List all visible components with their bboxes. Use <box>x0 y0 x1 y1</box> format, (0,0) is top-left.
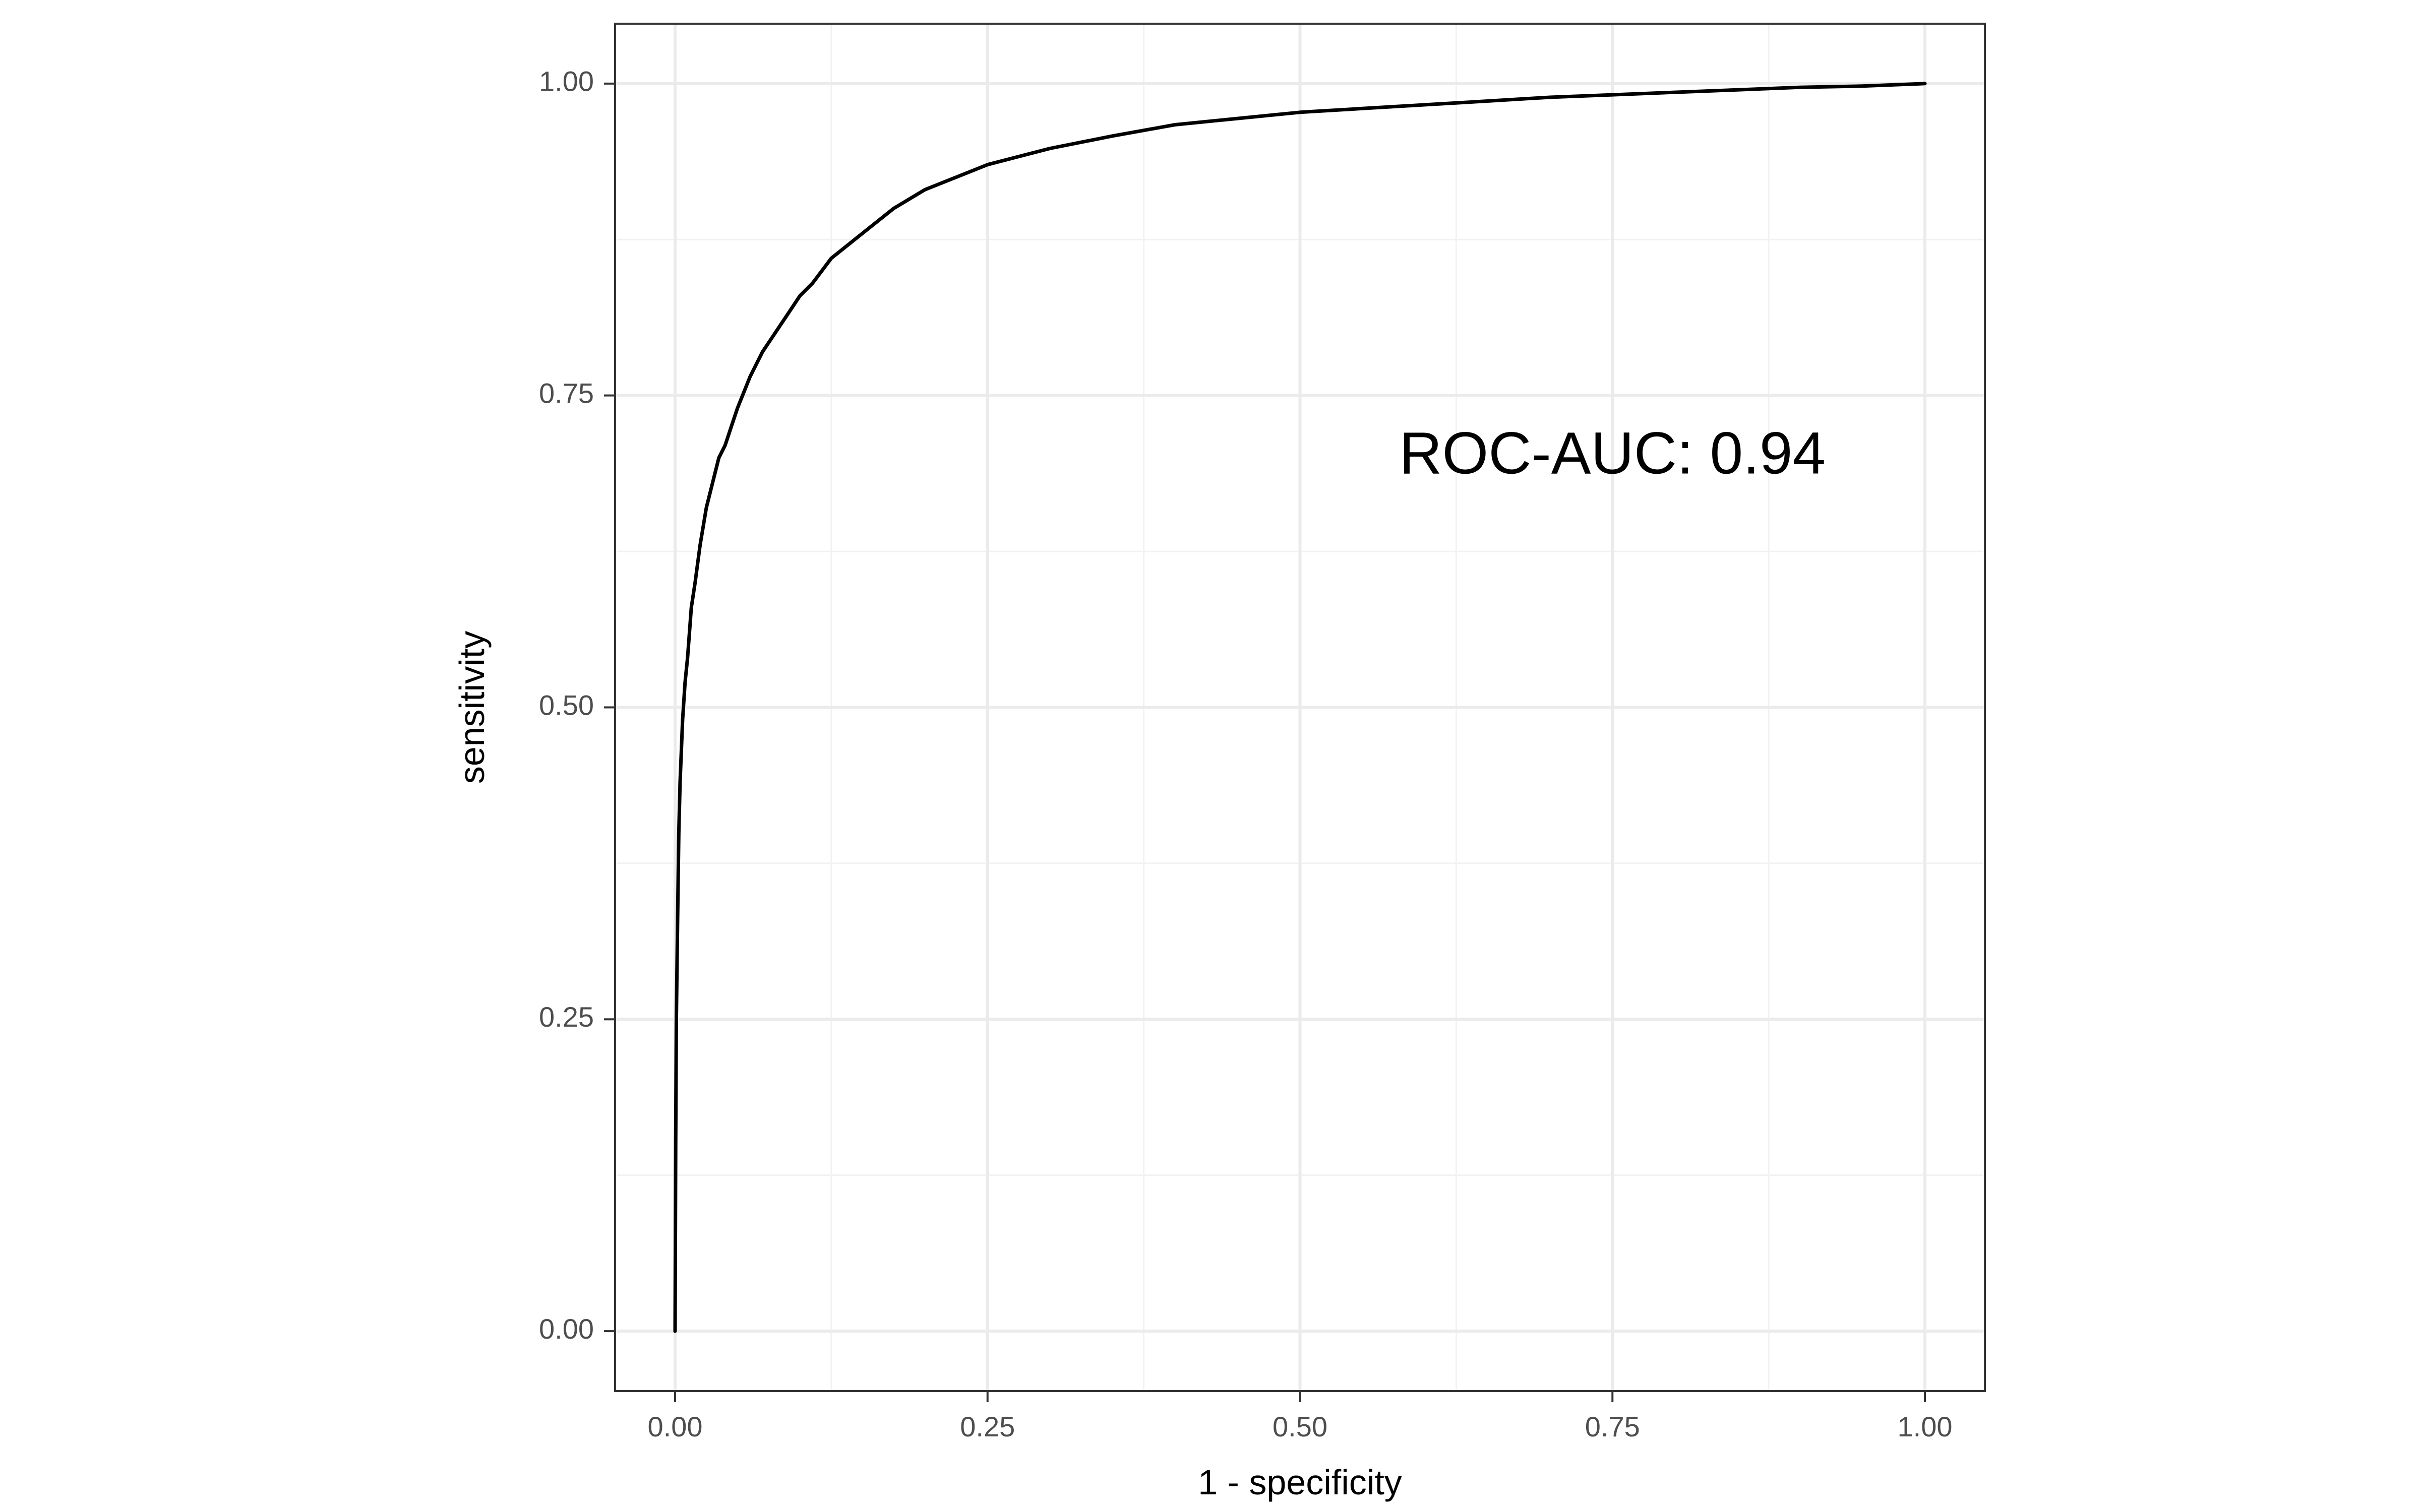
y-tick-label: 0.25 <box>539 1001 594 1033</box>
roc-auc-annotation: ROC-AUC: 0.94 <box>1399 420 1826 487</box>
x-tick-label: 0.75 <box>1585 1411 1640 1442</box>
y-tick-label: 0.75 <box>539 377 594 409</box>
x-tick-label: 1.00 <box>1898 1411 1953 1442</box>
x-axis-title: 1 - specificity <box>1198 1463 1402 1502</box>
major-gridlines <box>615 24 1985 1391</box>
y-tick-label: 1.00 <box>539 66 594 97</box>
x-tick-label: 0.00 <box>647 1411 702 1442</box>
x-tick-label: 0.50 <box>1273 1411 1327 1442</box>
y-tick-label: 0.00 <box>539 1313 594 1345</box>
x-axis-ticks: 0.00 0.25 0.50 0.75 1.00 <box>647 1391 1953 1442</box>
y-axis-ticks: 0.00 0.25 0.50 0.75 1.00 <box>539 66 615 1345</box>
y-axis-title: sensitivity <box>452 631 492 784</box>
y-tick-label: 0.50 <box>539 689 594 721</box>
x-tick-label: 0.25 <box>960 1411 1015 1442</box>
roc-curve-line <box>673 82 1927 1333</box>
